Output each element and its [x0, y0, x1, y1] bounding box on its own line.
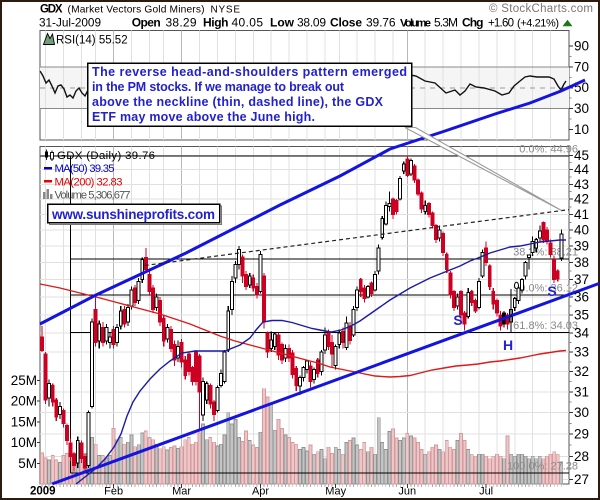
svg-text:5M: 5M	[18, 456, 37, 471]
svg-text:(+4.21%): (+4.21%)	[517, 18, 559, 30]
svg-text:Low: Low	[270, 16, 295, 30]
svg-text:Jun: Jun	[398, 486, 416, 498]
svg-text:GDX (Daily) 39.76: GDX (Daily) 39.76	[57, 150, 155, 162]
svg-text:28: 28	[574, 449, 589, 464]
svg-text:www.sunshineprofits.com: www.sunshineprofits.com	[51, 207, 215, 222]
svg-text:above the neckline (thin, dash: above the neckline (thin, dashed line), …	[92, 95, 384, 109]
svg-text:42: 42	[574, 192, 589, 207]
svg-text:May: May	[325, 486, 346, 498]
svg-text:RSI(14) 55.52: RSI(14) 55.52	[56, 35, 128, 47]
svg-text:100.0%: 27.28: 100.0%: 27.28	[507, 460, 578, 472]
svg-text:90: 90	[574, 39, 589, 54]
svg-text:Chg: Chg	[462, 16, 484, 30]
svg-text:S: S	[547, 283, 556, 299]
svg-text:20M: 20M	[11, 394, 37, 409]
svg-text:High: High	[203, 16, 229, 30]
svg-text:45: 45	[574, 148, 589, 163]
svg-text:39.76: 39.76	[366, 16, 396, 30]
svg-text:37: 37	[574, 272, 589, 287]
svg-text:40: 40	[574, 223, 589, 238]
svg-text:70: 70	[574, 59, 589, 74]
svg-text:NYSE: NYSE	[211, 5, 241, 16]
svg-text:29: 29	[574, 427, 589, 442]
svg-text:61.8%: 34.03: 61.8%: 34.03	[513, 320, 578, 332]
svg-text:15M: 15M	[11, 414, 37, 429]
svg-text:39: 39	[574, 239, 589, 254]
svg-text:25M: 25M	[11, 373, 37, 388]
svg-text:© StockCharts.com: © StockCharts.com	[489, 3, 593, 15]
svg-text:40.05: 40.05	[232, 16, 264, 30]
svg-text:5.3M: 5.3M	[434, 16, 458, 30]
svg-text:GDX: GDX	[40, 4, 63, 16]
svg-text:H: H	[503, 337, 513, 353]
svg-text:Close: Close	[330, 16, 362, 30]
svg-text:Apr: Apr	[252, 486, 269, 498]
svg-text:41: 41	[574, 207, 589, 222]
svg-text:36: 36	[574, 290, 589, 305]
svg-text:+1.60: +1.60	[488, 18, 514, 30]
svg-text:MA(50) 39.35: MA(50) 39.35	[55, 163, 115, 175]
svg-text:Volume 5,306,677: Volume 5,306,677	[55, 190, 131, 202]
svg-text:The reverse head-and-shoulders: The reverse head-and-shoulders pattern e…	[92, 65, 407, 79]
svg-text:35: 35	[574, 307, 589, 322]
svg-text:38.29: 38.29	[166, 16, 197, 30]
svg-text:Volume: Volume	[400, 18, 431, 30]
svg-text:2009: 2009	[30, 486, 56, 498]
svg-text:50.0%: 36.12: 50.0%: 36.12	[513, 282, 578, 294]
svg-text:Jul: Jul	[479, 486, 493, 498]
svg-text:0.0%: 44.96: 0.0%: 44.96	[519, 144, 578, 156]
svg-text:44: 44	[574, 162, 590, 177]
svg-text:27: 27	[574, 472, 589, 487]
svg-text:32: 32	[574, 364, 589, 379]
svg-text:10M: 10M	[11, 435, 37, 450]
svg-text:34: 34	[574, 326, 590, 341]
svg-text:10: 10	[574, 122, 589, 137]
svg-text:(Market Vectors Gold Miners): (Market Vectors Gold Miners)	[68, 5, 205, 16]
svg-text:30: 30	[574, 101, 589, 116]
svg-text:30: 30	[574, 405, 589, 420]
svg-text:Mar: Mar	[172, 486, 191, 498]
svg-text:S: S	[453, 312, 462, 328]
svg-text:33: 33	[574, 345, 589, 360]
svg-text:38.2%: 38.21: 38.2%: 38.21	[513, 247, 578, 259]
svg-text:Feb: Feb	[104, 486, 123, 498]
svg-text:38.09: 38.09	[297, 16, 326, 30]
svg-text:31-Jul-2009: 31-Jul-2009	[39, 16, 101, 30]
svg-text:38: 38	[574, 255, 589, 270]
svg-text:43: 43	[574, 177, 589, 192]
svg-text:MA(200) 32.83: MA(200) 32.83	[55, 176, 123, 188]
svg-text:in the PM stocks. If we manage: in the PM stocks. If we manage to break …	[92, 80, 345, 94]
svg-text:31: 31	[574, 384, 589, 399]
svg-text:ETF may move above the June hi: ETF may move above the June high.	[92, 110, 315, 124]
svg-text:Open: Open	[132, 16, 161, 30]
